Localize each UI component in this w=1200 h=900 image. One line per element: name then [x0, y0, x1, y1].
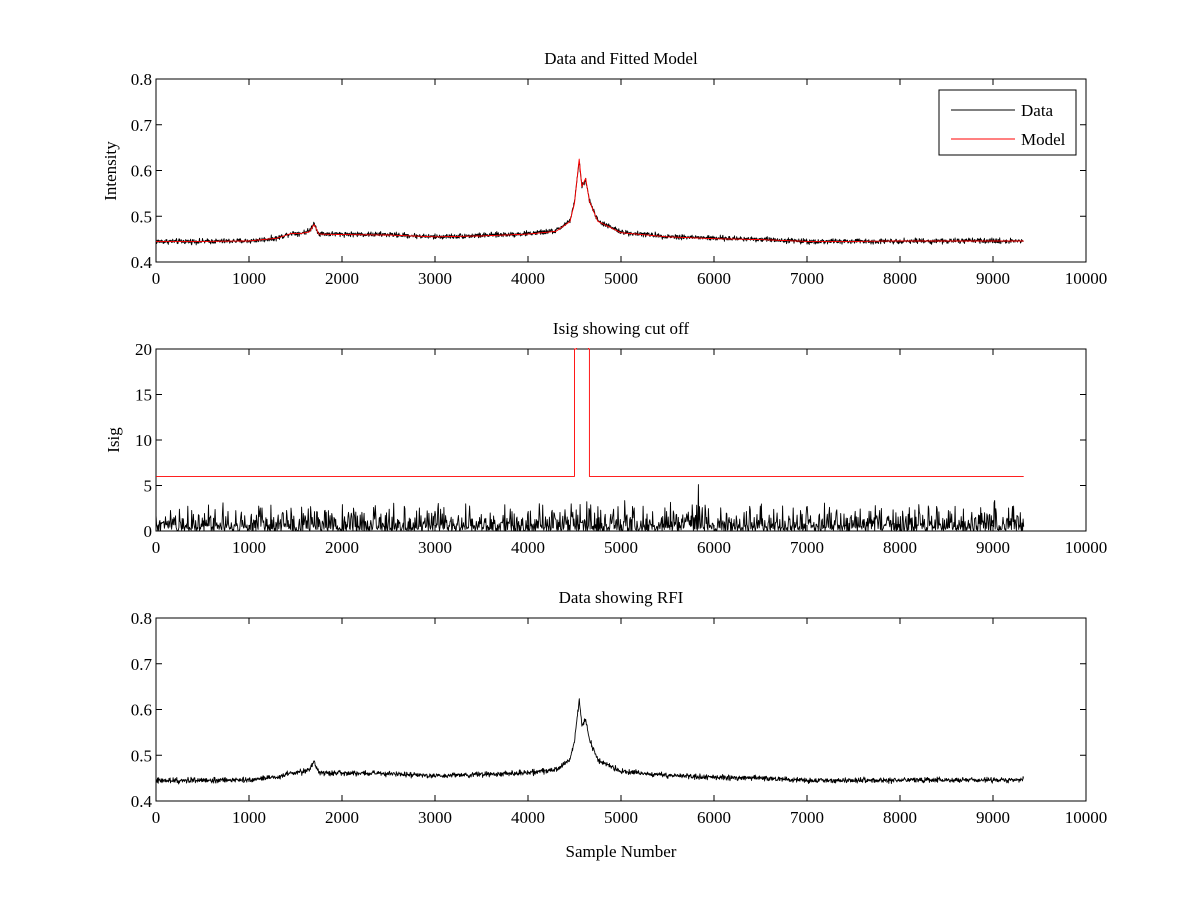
- y-tick-label: 0.8: [131, 609, 152, 628]
- x-tick-label: 10000: [1065, 269, 1108, 288]
- x-tick-label: 8000: [883, 808, 917, 827]
- series-line-0: [156, 698, 1024, 785]
- y-tick-label: 0: [144, 522, 153, 541]
- x-tick-label: 9000: [976, 538, 1010, 557]
- x-tick-label: 6000: [697, 269, 731, 288]
- y-tick-label: 0.6: [131, 162, 152, 181]
- x-tick-label: 8000: [883, 538, 917, 557]
- x-tick-label: 2000: [325, 808, 359, 827]
- series-line-1: [156, 348, 1024, 477]
- y-tick-label: 0.4: [131, 253, 153, 272]
- plot-area: [155, 617, 1087, 802]
- series-group: [156, 348, 1025, 531]
- x-tick-label: 5000: [604, 808, 638, 827]
- y-tick-label: 20: [135, 340, 152, 359]
- x-tick-label: 9000: [976, 808, 1010, 827]
- y-axis-title: Intensity: [101, 141, 120, 201]
- x-tick-label: 5000: [604, 269, 638, 288]
- y-tick-label: 15: [135, 386, 152, 405]
- series-group: [156, 158, 1024, 246]
- series-group: [156, 698, 1024, 785]
- chart-title: Data and Fitted Model: [544, 49, 698, 68]
- legend: Data Model: [938, 89, 1077, 156]
- y-tick-label: 0.5: [131, 746, 152, 765]
- panel-data-and-fitted-model: Data and Fitted Model Intensity 0 1000 200…: [101, 49, 1107, 288]
- y-tick-label: 0.7: [131, 116, 153, 135]
- legend-box: [938, 89, 1077, 156]
- x-tick-label: 4000: [511, 538, 545, 557]
- x-tick-label: 3000: [418, 269, 452, 288]
- x-tick-label: 1000: [232, 269, 266, 288]
- y-tick-label: 0.6: [131, 701, 152, 720]
- x-tick-label: 10000: [1065, 808, 1108, 827]
- x-tick-label: 7000: [790, 808, 824, 827]
- y-axis-title: Isig: [104, 427, 123, 453]
- x-tick-label: 2000: [325, 538, 359, 557]
- y-tick-label: 10: [135, 431, 152, 450]
- x-axis-title: Sample Number: [566, 842, 677, 861]
- x-tick-label: 4000: [511, 808, 545, 827]
- x-tick-label: 0: [152, 269, 161, 288]
- x-tick-label: 9000: [976, 269, 1010, 288]
- legend-label: Model: [1021, 130, 1066, 149]
- x-tick-label: 7000: [790, 538, 824, 557]
- x-tick-label: 4000: [511, 269, 545, 288]
- x-tick-label: 0: [152, 538, 161, 557]
- x-tick-label: 6000: [697, 808, 731, 827]
- x-tick-label: 1000: [232, 538, 266, 557]
- series-line-1: [156, 158, 1024, 242]
- x-tick-label: 3000: [418, 538, 452, 557]
- x-tick-label: 3000: [418, 808, 452, 827]
- x-tick-label: 10000: [1065, 538, 1108, 557]
- x-tick-label: 0: [152, 808, 161, 827]
- x-tick-label: 8000: [883, 269, 917, 288]
- plot-area: [155, 348, 1087, 532]
- y-tick-label: 0.8: [131, 70, 152, 89]
- legend-label: Data: [1021, 101, 1054, 120]
- x-tick-label: 5000: [604, 538, 638, 557]
- panel-isig-showing-cut-off: Isig showing cut off Isig 0 1000 2000 3000 4…: [104, 319, 1107, 557]
- y-tick-label: 5: [144, 477, 153, 496]
- y-tick-label: 0.7: [131, 655, 153, 674]
- x-tick-label: 7000: [790, 269, 824, 288]
- chart-title: Isig showing cut off: [553, 319, 689, 338]
- series-line-0: [156, 484, 1025, 531]
- y-tick-label: 0.4: [131, 792, 153, 811]
- chart-title: Data showing RFI: [559, 588, 684, 607]
- x-tick-label: 1000: [232, 808, 266, 827]
- x-tick-label: 2000: [325, 269, 359, 288]
- panel-data-showing-rfi: Data showing RFI Sample Number 0 1000 2000…: [131, 588, 1108, 861]
- x-tick-label: 6000: [697, 538, 731, 557]
- y-tick-label: 0.5: [131, 207, 152, 226]
